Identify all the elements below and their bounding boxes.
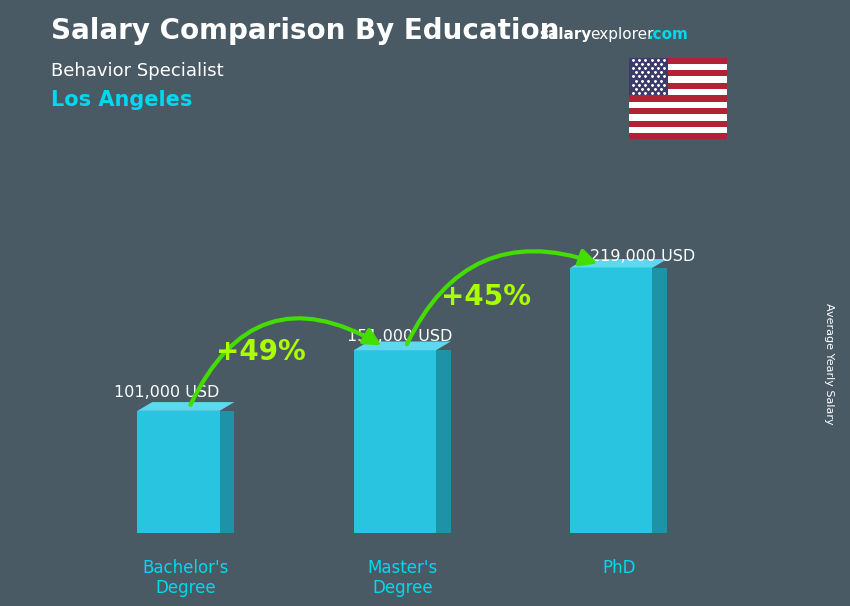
- Bar: [629, 58, 727, 64]
- FancyBboxPatch shape: [219, 411, 235, 533]
- Bar: [629, 58, 668, 95]
- Polygon shape: [354, 342, 450, 350]
- Text: Salary Comparison By Education: Salary Comparison By Education: [51, 18, 559, 45]
- Bar: [629, 121, 727, 127]
- FancyBboxPatch shape: [436, 350, 450, 533]
- Bar: [629, 83, 727, 89]
- Text: salary: salary: [540, 27, 592, 42]
- Bar: [629, 95, 727, 102]
- FancyBboxPatch shape: [652, 268, 667, 533]
- Bar: [629, 114, 727, 121]
- Text: Behavior Specialist: Behavior Specialist: [51, 62, 224, 80]
- Bar: [570, 268, 652, 533]
- Text: Los Angeles: Los Angeles: [51, 90, 192, 110]
- Bar: [629, 133, 727, 139]
- Bar: [354, 350, 436, 533]
- Bar: [629, 76, 727, 83]
- Text: +45%: +45%: [441, 282, 530, 311]
- Text: Bachelor's
Degree: Bachelor's Degree: [143, 559, 230, 598]
- Text: 151,000 USD: 151,000 USD: [348, 330, 453, 344]
- Text: Average Yearly Salary: Average Yearly Salary: [824, 303, 834, 424]
- Bar: [629, 102, 727, 108]
- Bar: [629, 108, 727, 114]
- Text: .com: .com: [648, 27, 689, 42]
- Text: 219,000 USD: 219,000 USD: [590, 249, 694, 264]
- Text: explorer: explorer: [590, 27, 654, 42]
- Text: Master's
Degree: Master's Degree: [367, 559, 438, 598]
- Text: +49%: +49%: [216, 338, 306, 366]
- Bar: [629, 127, 727, 133]
- Polygon shape: [570, 259, 667, 268]
- Bar: [138, 411, 219, 533]
- Bar: [629, 70, 727, 76]
- Text: PhD: PhD: [602, 559, 636, 576]
- Bar: [629, 64, 727, 70]
- Bar: [629, 89, 727, 95]
- Polygon shape: [138, 402, 235, 411]
- Text: 101,000 USD: 101,000 USD: [114, 385, 219, 400]
